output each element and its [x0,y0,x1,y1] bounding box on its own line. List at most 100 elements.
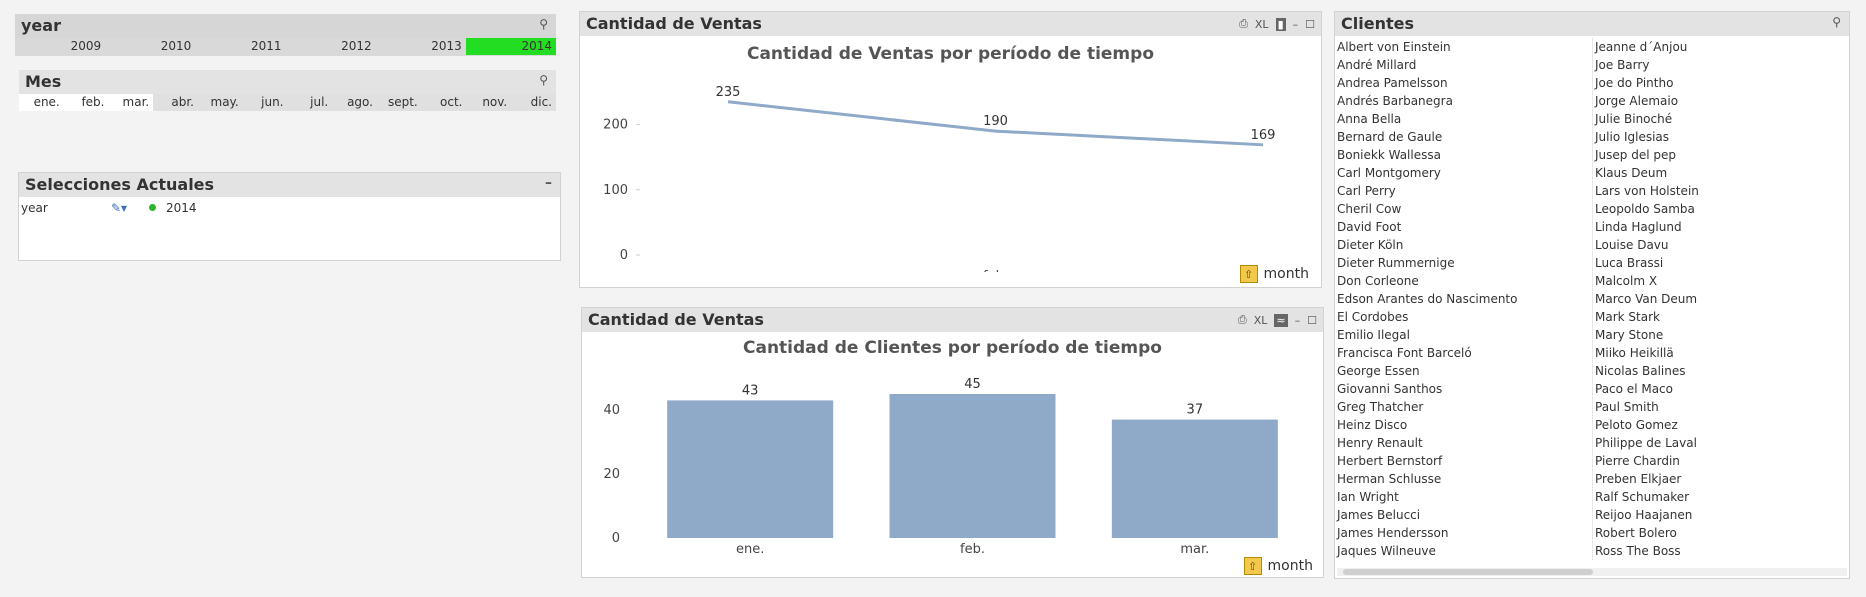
print-icon[interactable]: ⎙ [1239,17,1248,30]
cliente-item[interactable]: James Hendersson [1337,526,1449,540]
year-value-2009[interactable]: 2009 [70,39,102,53]
cliente-item[interactable]: Leopoldo Samba [1595,202,1695,216]
cliente-item[interactable]: Herman Schlusse [1337,472,1442,486]
cliente-item[interactable]: Marco Van Deum [1595,292,1698,306]
chart2-dimension-button[interactable]: ⇧ month [1243,557,1313,575]
search-icon[interactable]: ⚲ [539,17,548,31]
maximize-icon[interactable]: ☐ [1305,17,1315,31]
cliente-item[interactable]: Albert von Einstein [1337,40,1451,54]
month-value-8[interactable]: sept. [387,95,418,109]
chart1-dimension-button[interactable]: ⇧ month [1239,265,1309,283]
cliente-item[interactable]: Dieter Köln [1337,238,1404,252]
search-icon[interactable]: ⚲ [1832,15,1841,29]
cliente-item[interactable]: Heinz Disco [1337,418,1408,432]
cliente-item[interactable]: Paul Smith [1595,400,1659,414]
cliente-item[interactable]: Ian Wright [1337,490,1399,504]
cliente-item[interactable]: Philippe de Laval [1595,436,1697,450]
cliente-item[interactable]: Cheril Cow [1337,202,1402,216]
print-icon[interactable]: ⎙ [1237,313,1247,326]
cliente-item[interactable]: Greg Thatcher [1337,400,1424,414]
cliente-item[interactable]: Herbert Bernstorf [1337,454,1443,468]
cliente-item[interactable]: Julie Binoché [1595,112,1673,126]
minimize-icon[interactable]: – [1292,17,1299,31]
clientes-bar-chart: Cantidad de Ventas ⎙ XL ≈ – ☐ Cantidad d… [581,307,1324,578]
series-line [727,100,1264,147]
month-value-7[interactable]: ago. [347,95,373,109]
cliente-item[interactable]: George Essen [1337,364,1420,378]
search-icon[interactable]: ⚲ [539,73,548,87]
cliente-item[interactable]: Pierre Chardin [1595,454,1680,468]
cliente-item[interactable]: Jaques Wilneuve [1337,544,1436,558]
cliente-item[interactable]: Luca Brassi [1595,256,1664,270]
month-value-0[interactable]: ene. [19,94,64,111]
cliente-item[interactable]: Ralf Schumaker [1595,490,1690,504]
x-tick-label: feb. [983,269,1008,272]
clientes-column-2: Jeanne d´Anjou Joe Barry Joe do Pintho Jorg… [1592,38,1848,560]
cliente-item[interactable]: Anna Bella [1337,112,1402,126]
cliente-item[interactable]: André Millard [1337,58,1417,72]
cliente-item[interactable]: Andrés Barbanegra [1337,94,1453,108]
cliente-item[interactable]: Dieter Rummernige [1337,256,1455,270]
year-value-2012[interactable]: 2012 [341,39,372,53]
cliente-item[interactable]: Joe do Pintho [1595,76,1674,90]
cliente-item[interactable]: Jorge Alemaio [1595,94,1679,108]
month-value-4[interactable]: may. [210,95,239,109]
cliente-item[interactable]: Nicolas Balines [1595,364,1686,378]
cliente-item[interactable]: Emilio Ilegal [1337,328,1410,342]
xl-button[interactable]: XL [1253,313,1268,327]
xl-button[interactable]: XL [1254,17,1269,31]
cliente-item[interactable]: Louise Davu [1595,238,1669,252]
cliente-item[interactable]: Henry Renault [1337,436,1423,450]
scrollbar-thumb[interactable] [1343,569,1593,575]
cliente-item[interactable]: Paco el Maco [1595,382,1673,396]
cliente-item[interactable]: Giovanni Santhos [1337,382,1443,396]
cliente-item[interactable]: Miiko Heikillä [1595,346,1674,360]
cliente-item[interactable]: Reijoo Haajanen [1595,508,1693,522]
month-value-6[interactable]: jul. [310,95,329,109]
cliente-item[interactable]: Joe Barry [1595,58,1650,72]
year-value-2011[interactable]: 2011 [250,39,282,53]
cliente-item[interactable]: David Foot [1337,220,1402,234]
chart-type-icon[interactable]: ▮ [1275,17,1286,31]
cliente-item[interactable]: El Cordobes [1337,310,1409,324]
year-value-2013[interactable]: 2013 [431,39,462,53]
chart-type-icon[interactable]: ≈ [1274,313,1288,327]
cliente-item[interactable]: Don Corleone [1337,274,1419,288]
cliente-item[interactable]: Linda Haglund [1595,220,1682,234]
cliente-item[interactable]: Jeanne d´Anjou [1595,40,1688,54]
cliente-item[interactable]: Preben Elkjaer [1595,472,1682,486]
cliente-item[interactable]: Andrea Pamelsson [1337,76,1448,90]
month-value-1[interactable]: feb. [63,94,109,111]
maximize-icon[interactable]: ☐ [1307,313,1317,327]
cliente-item[interactable]: Ross The Boss [1595,544,1681,558]
cliente-item[interactable]: Klaus Deum [1595,166,1668,180]
cliente-item[interactable]: Mark Stark [1595,310,1660,324]
cliente-item[interactable]: Jusep del pep [1595,148,1676,162]
minimize-icon[interactable]: – [1294,313,1301,327]
month-value-10[interactable]: nov. [482,95,508,109]
cliente-item[interactable]: Bernard de Gaule [1337,130,1443,144]
cliente-item[interactable]: Boniekk Wallessa [1337,148,1441,162]
cliente-item[interactable]: James Belucci [1337,508,1421,522]
horizontal-scrollbar[interactable] [1337,568,1847,576]
cliente-item[interactable]: Francisca Font Barceló [1337,346,1472,360]
cliente-item[interactable]: Malcolm X [1595,274,1658,288]
month-value-9[interactable]: oct. [440,95,463,109]
year-value-2014[interactable]: 2014 [465,38,556,55]
chart1-plot: 0 100 200 235 190 169 ene. feb. mar. [603,85,1277,272]
cliente-item[interactable]: Edson Arantes do Nascimento [1337,292,1518,306]
month-value-2[interactable]: mar. [108,94,154,111]
year-value-2010[interactable]: 2010 [160,39,192,53]
month-value-11[interactable]: dic. [530,95,552,109]
cliente-item[interactable]: Carl Perry [1337,184,1396,198]
cliente-item[interactable]: Julio Iglesias [1595,130,1670,144]
cliente-item[interactable]: Lars von Holstein [1595,184,1699,198]
month-value-5[interactable]: jun. [261,95,284,109]
minimize-button[interactable]: – [545,175,552,191]
eraser-dropdown-icon[interactable]: ✎▾ [111,201,128,215]
cliente-item[interactable]: Peloto Gomez [1595,418,1678,432]
cliente-item[interactable]: Carl Montgomery [1337,166,1441,180]
cliente-item[interactable]: Mary Stone [1595,328,1664,342]
month-value-3[interactable]: abr. [171,95,194,109]
cliente-item[interactable]: Robert Bolero [1595,526,1677,540]
